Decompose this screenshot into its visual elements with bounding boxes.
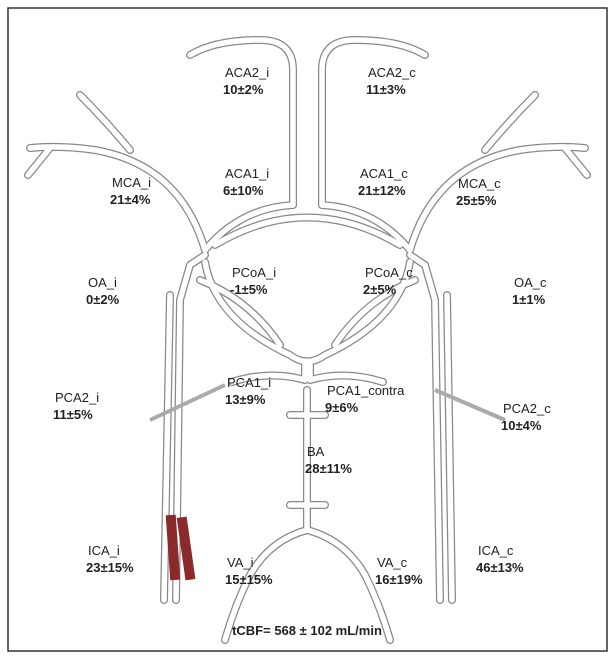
vessel-value: 15±15% bbox=[225, 572, 273, 587]
vessel-label: PCA2_i bbox=[55, 390, 99, 405]
vessel-label: PCA2_c bbox=[503, 401, 551, 416]
vessel-value: 25±5% bbox=[456, 193, 497, 208]
vessel-value: 2±5% bbox=[363, 282, 397, 297]
vessel-value: -1±5% bbox=[230, 282, 268, 297]
vessel-label: VA_i bbox=[227, 555, 254, 570]
vessel-value: 16±19% bbox=[375, 572, 423, 587]
vessel-label: ACA2_i bbox=[225, 65, 269, 80]
vessel-value: 46±13% bbox=[476, 560, 524, 575]
vessel-label: BA bbox=[307, 444, 325, 459]
vessel-label: PCA1_i bbox=[227, 375, 271, 390]
vessel-value: 23±15% bbox=[86, 560, 134, 575]
vessel-label: ACA2_c bbox=[368, 65, 416, 80]
vessel-label: ACA1_i bbox=[225, 166, 269, 181]
vessel-label: ICA_c bbox=[478, 543, 514, 558]
vessel-label: OA_i bbox=[88, 275, 117, 290]
vessel-value: 11±3% bbox=[366, 82, 406, 97]
vessel-label: OA_c bbox=[514, 275, 547, 290]
vessel-value: 9±6% bbox=[325, 400, 359, 415]
vessel-label: VA_c bbox=[377, 555, 408, 570]
total-flow: tCBF= 568 ± 102 mL/min bbox=[232, 623, 382, 638]
vessel-label: MCA_i bbox=[112, 175, 151, 190]
vessel-value: 21±4% bbox=[110, 192, 151, 207]
diagram: ACA2_i 10±2% ACA2_c 11±3% MCA_i 21±4% ACA1_i 6±… bbox=[0, 0, 615, 659]
vessel-label: PCA1_contra bbox=[327, 383, 405, 398]
vessel-value: 10±2% bbox=[223, 82, 264, 97]
vessel-value: 11±5% bbox=[53, 407, 93, 422]
vessel-value: 13±9% bbox=[225, 392, 266, 407]
vessel-label: PCoA_i bbox=[232, 265, 276, 280]
vessel-value: 10±4% bbox=[501, 418, 542, 433]
vessel-label: ICA_i bbox=[88, 543, 120, 558]
vessel-value: 1±1% bbox=[512, 292, 546, 307]
vessel-value: 21±12% bbox=[358, 183, 406, 198]
vessel-value: 0±2% bbox=[86, 292, 120, 307]
vessel-label: MCA_c bbox=[458, 176, 501, 191]
vessel-value: 28±11% bbox=[305, 461, 352, 476]
vessel-value: 6±10% bbox=[223, 183, 264, 198]
vessel-label: PCoA_c bbox=[365, 265, 413, 280]
vessel-label: ACA1_c bbox=[360, 166, 408, 181]
